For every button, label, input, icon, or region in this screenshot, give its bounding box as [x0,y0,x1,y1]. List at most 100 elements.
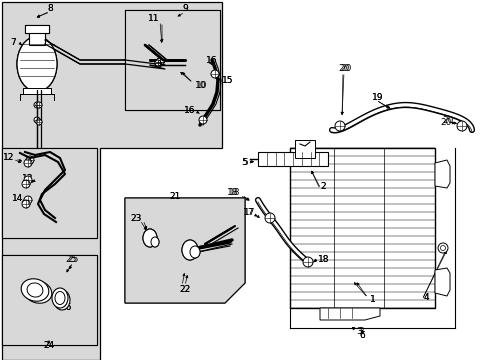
Text: 18: 18 [228,188,240,197]
Polygon shape [319,308,379,320]
Circle shape [36,119,42,125]
Bar [25,25,49,33]
Text: 4: 4 [423,293,429,302]
Text: 19: 19 [371,93,383,102]
Bar [125,10,220,110]
Text: 23: 23 [130,213,141,222]
Bar [289,148,434,308]
Polygon shape [125,198,244,303]
Text: 7: 7 [10,37,16,46]
Text: 25: 25 [65,256,76,265]
Bar [23,88,51,94]
Bar [2,255,97,345]
Circle shape [24,176,32,184]
Bar [2,148,97,238]
Text: 4: 4 [423,293,429,302]
Text: 22: 22 [179,285,190,294]
Circle shape [264,213,274,223]
Text: 24: 24 [43,342,55,351]
Text: 10: 10 [195,81,206,90]
Text: 1: 1 [369,296,375,305]
Text: 5: 5 [242,158,247,166]
Text: 6: 6 [358,332,364,341]
Text: 25: 25 [67,256,78,265]
Text: 18: 18 [317,256,329,265]
Text: 18: 18 [317,256,329,265]
Circle shape [437,243,447,253]
Circle shape [22,180,30,188]
Ellipse shape [182,240,198,260]
Circle shape [334,121,345,131]
Text: 20: 20 [339,63,351,72]
Ellipse shape [151,237,159,247]
Bar [29,31,45,45]
Ellipse shape [151,237,159,247]
Bar [29,31,45,45]
Ellipse shape [21,279,49,301]
Text: 20: 20 [439,117,450,126]
Circle shape [34,117,40,123]
Text: 20: 20 [441,116,452,125]
Text: 2: 2 [319,181,325,190]
Circle shape [24,196,32,204]
Text: 12: 12 [3,153,14,162]
Text: 16: 16 [183,105,195,114]
Text: 5: 5 [241,158,246,166]
Ellipse shape [57,293,67,306]
Text: 20: 20 [337,63,348,72]
Text: 12: 12 [3,153,14,162]
Circle shape [155,60,161,66]
Text: 7: 7 [10,37,16,46]
Ellipse shape [17,36,57,91]
Polygon shape [434,268,449,296]
Circle shape [36,102,42,108]
Text: 2: 2 [319,181,325,190]
Circle shape [303,257,312,267]
Text: 26: 26 [60,303,71,312]
Text: 15: 15 [222,76,233,85]
Text: 26: 26 [60,303,71,312]
Circle shape [156,58,163,66]
Text: 13: 13 [22,174,34,183]
Circle shape [440,246,445,251]
Circle shape [199,116,206,124]
Text: 16: 16 [183,105,195,114]
Text: 23: 23 [130,213,141,222]
Bar [294,140,314,158]
Polygon shape [434,160,449,188]
Ellipse shape [190,246,200,258]
Text: 13: 13 [22,174,34,183]
Bar [25,25,49,33]
Text: 22: 22 [179,285,190,294]
Ellipse shape [30,285,46,299]
Bar [2,255,97,345]
Text: 14: 14 [12,194,23,202]
Text: 21: 21 [169,192,181,201]
Text: 3: 3 [357,328,363,337]
Bar [23,88,51,94]
Ellipse shape [24,281,52,303]
Text: 16: 16 [205,55,217,64]
Ellipse shape [27,283,43,297]
Ellipse shape [190,246,200,258]
Bar [258,152,327,166]
Text: 16: 16 [205,55,217,64]
Polygon shape [2,2,222,360]
Text: 6: 6 [358,332,364,341]
Text: 8: 8 [47,4,53,13]
Text: 3: 3 [355,328,361,337]
Circle shape [34,102,40,108]
Circle shape [156,58,163,66]
Bar [125,10,220,110]
Circle shape [22,200,30,208]
Ellipse shape [55,292,65,305]
Text: 17: 17 [243,207,254,216]
Ellipse shape [54,290,70,310]
Text: 19: 19 [371,93,383,102]
Circle shape [210,70,219,78]
Ellipse shape [182,240,198,260]
Text: 8: 8 [47,4,53,13]
Bar [2,148,97,238]
Text: 15: 15 [222,76,233,85]
Circle shape [456,121,466,131]
